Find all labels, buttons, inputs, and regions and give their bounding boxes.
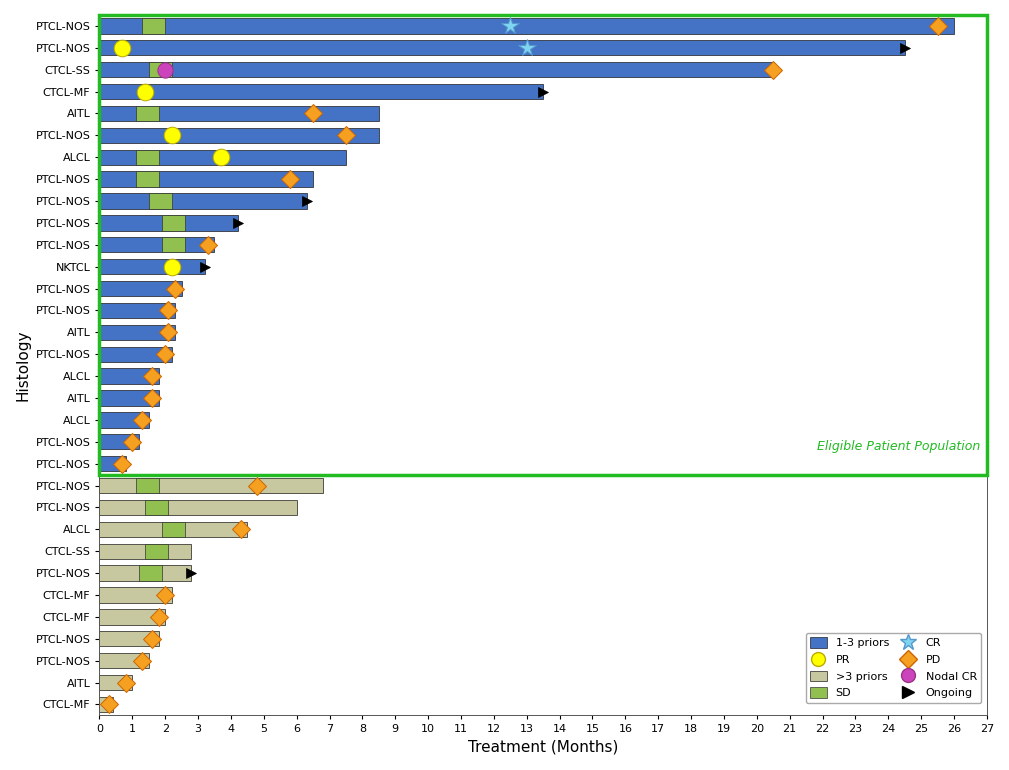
Bar: [100, 40, 905, 55]
Bar: [100, 522, 247, 537]
Bar: [100, 237, 215, 253]
Bar: [148, 193, 172, 209]
Bar: [100, 609, 165, 624]
Bar: [161, 216, 185, 230]
Bar: [100, 281, 182, 296]
Text: Eligible Patient Population: Eligible Patient Population: [817, 440, 981, 453]
Bar: [100, 456, 126, 471]
Bar: [100, 675, 132, 690]
Bar: [135, 172, 158, 187]
Bar: [100, 653, 148, 668]
Bar: [135, 149, 158, 165]
Bar: [100, 544, 192, 559]
Bar: [148, 62, 172, 77]
Bar: [100, 303, 175, 318]
Bar: [135, 478, 158, 494]
Bar: [100, 18, 954, 34]
Bar: [100, 325, 175, 340]
Bar: [100, 172, 313, 187]
Bar: [100, 478, 323, 494]
Bar: [142, 18, 165, 34]
Bar: [100, 193, 307, 209]
Bar: [100, 149, 346, 165]
Bar: [100, 412, 148, 427]
Bar: [100, 15, 987, 474]
Y-axis label: Histology: Histology: [15, 330, 30, 401]
Bar: [100, 62, 773, 77]
Bar: [100, 697, 113, 712]
Bar: [100, 565, 192, 581]
Bar: [100, 128, 378, 143]
Bar: [100, 588, 172, 603]
Bar: [100, 216, 237, 230]
Bar: [145, 500, 169, 515]
Bar: [100, 434, 139, 450]
Bar: [100, 390, 158, 406]
Bar: [100, 631, 158, 647]
Bar: [100, 105, 378, 121]
Bar: [100, 84, 543, 99]
Legend: 1-3 priors, PR, >3 priors, SD, CR, PD, Nodal CR, Ongoing: 1-3 priors, PR, >3 priors, SD, CR, PD, N…: [805, 633, 982, 703]
Bar: [145, 544, 169, 559]
Bar: [135, 105, 158, 121]
Bar: [161, 237, 185, 253]
Bar: [100, 346, 172, 362]
Bar: [100, 500, 297, 515]
Bar: [139, 565, 161, 581]
Bar: [100, 259, 205, 274]
Bar: [161, 522, 185, 537]
Bar: [100, 369, 158, 383]
X-axis label: Treatment (Months): Treatment (Months): [468, 740, 619, 755]
